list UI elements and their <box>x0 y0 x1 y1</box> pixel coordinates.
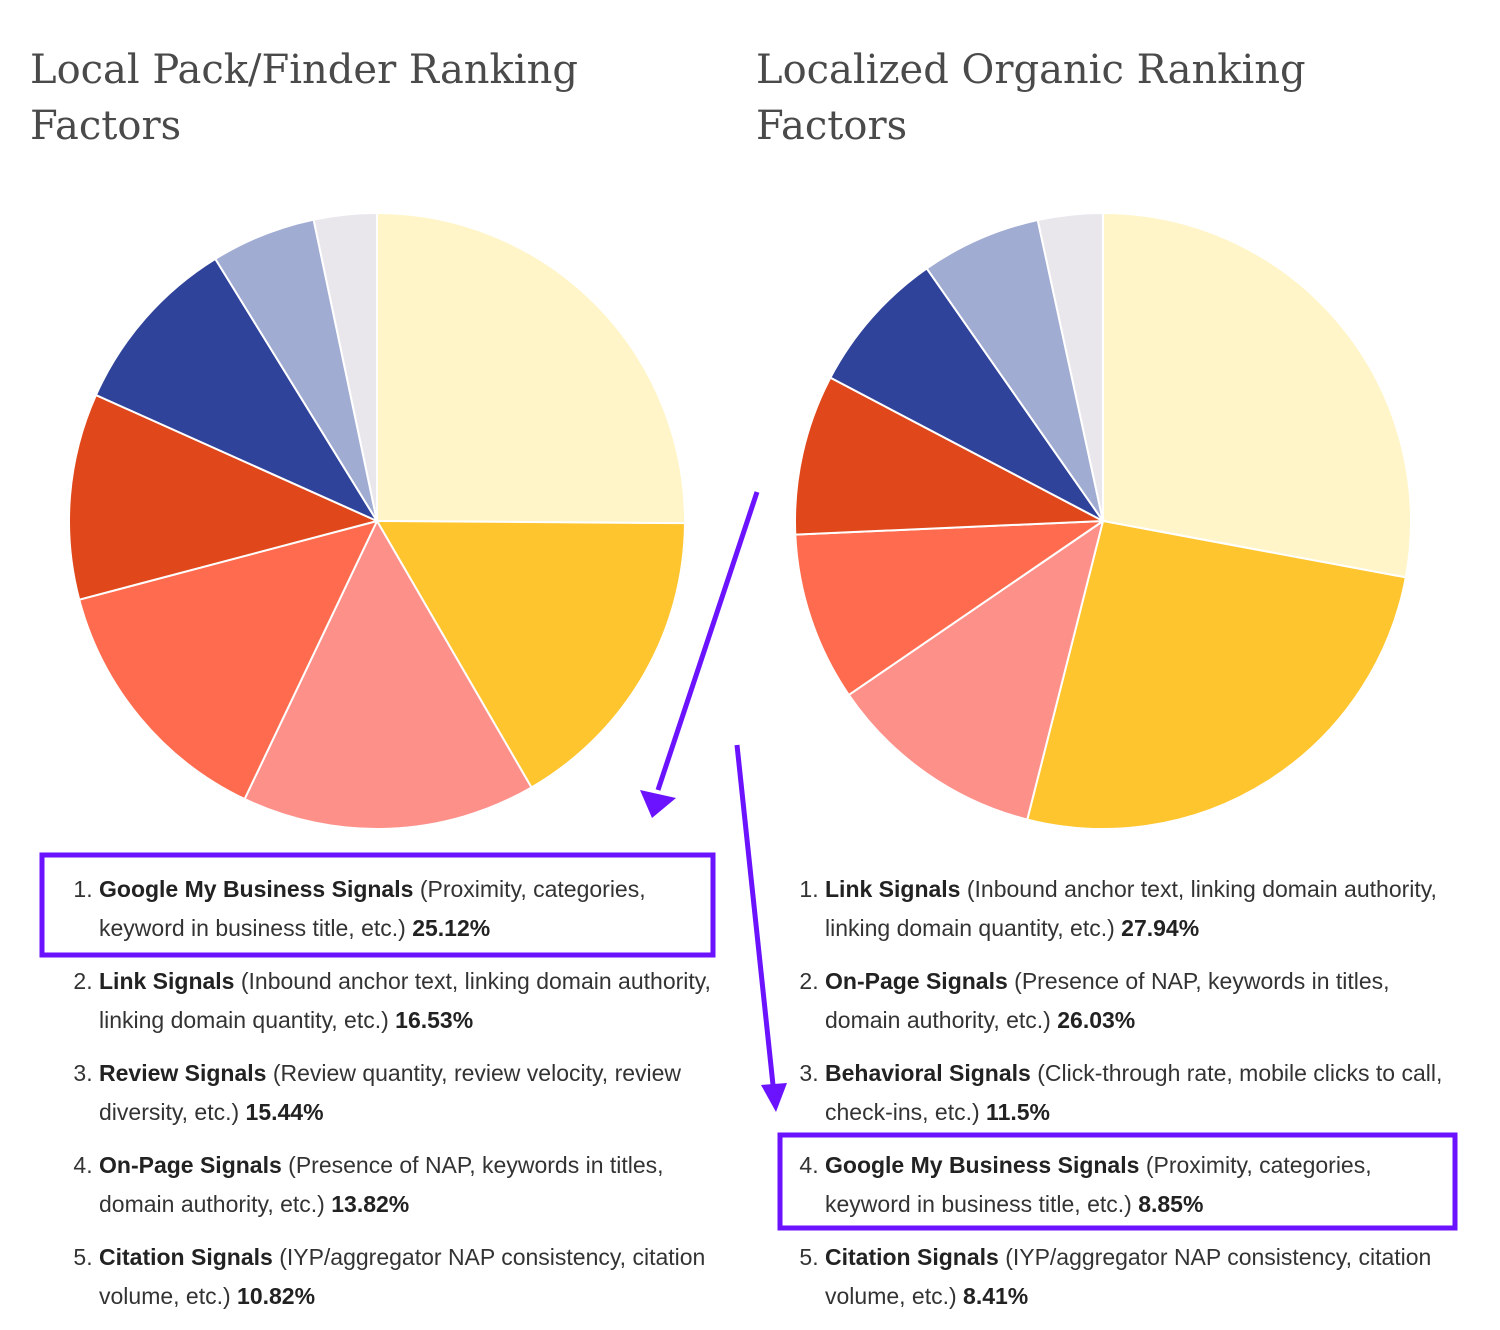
pie-slice <box>794 519 1107 697</box>
factor-item: Review Signals (Review quantity, review … <box>99 1054 721 1132</box>
arrow-head <box>640 790 676 818</box>
chart-title: Localized Organic Ranking Factors <box>756 47 1306 149</box>
factor-value: 15.44% <box>245 1099 324 1125</box>
pie-slice <box>312 211 378 522</box>
highlight-box <box>777 1132 1458 1231</box>
factor-description: (Proximity, categories, keyword in busin… <box>99 876 646 941</box>
pie-slice <box>77 519 379 801</box>
pie-slice <box>243 518 533 830</box>
pie-slice <box>94 257 380 524</box>
factor-name: On-Page Signals <box>99 1152 282 1178</box>
factor-list: Google My Business Signals (Proximity, c… <box>71 870 721 1330</box>
factor-item: Citation Signals (IYP/aggregator NAP con… <box>99 1238 721 1316</box>
factor-name: Behavioral Signals <box>825 1060 1031 1086</box>
factor-value: 8.85% <box>1138 1191 1204 1217</box>
factor-description: (IYP/aggregator NAP consistency, citatio… <box>99 1244 706 1309</box>
factor-item: Citation Signals (IYP/aggregator NAP con… <box>825 1238 1447 1316</box>
factor-name: Link Signals <box>825 876 961 902</box>
factor-item: Google My Business Signals (Proximity, c… <box>825 1146 1447 1224</box>
factor-description: (Presence of NAP, keywords in titles, do… <box>825 968 1390 1033</box>
factor-name: On-Page Signals <box>825 968 1008 994</box>
factor-value: 13.82% <box>331 1191 410 1217</box>
pie-slice <box>1102 211 1412 579</box>
factor-value: 8.41% <box>963 1283 1029 1309</box>
factor-name: Google My Business Signals <box>825 1152 1140 1178</box>
factor-description: (Click-through rate, mobile clicks to ca… <box>825 1060 1443 1125</box>
factor-value: 16.53% <box>395 1007 474 1033</box>
factor-item: Google My Business Signals (Proximity, c… <box>99 870 721 948</box>
factor-description: (Inbound anchor text, linking domain aut… <box>99 968 711 1033</box>
arrow <box>734 744 776 1086</box>
factor-value: 27.94% <box>1121 915 1200 941</box>
factor-name: Citation Signals <box>825 1244 999 1270</box>
pie-slice <box>68 393 380 601</box>
factor-description: (IYP/aggregator NAP consistency, citatio… <box>825 1244 1432 1309</box>
arrow <box>655 491 760 791</box>
highlight-box <box>39 852 716 958</box>
factor-name: Link Signals <box>99 968 235 994</box>
factor-description: (Review quantity, review velocity, revie… <box>99 1060 682 1125</box>
pie-slice <box>829 267 1104 522</box>
factor-name: Google My Business Signals <box>99 876 414 902</box>
factor-description: (Inbound anchor text, linking domain aut… <box>825 876 1437 941</box>
pie-slice <box>375 519 686 789</box>
pie-slice <box>1036 211 1104 522</box>
factor-item: On-Page Signals (Presence of NAP, keywor… <box>99 1146 721 1224</box>
factor-item: Link Signals (Inbound anchor text, linki… <box>825 870 1447 948</box>
factor-description: (Presence of NAP, keywords in titles, do… <box>99 1152 664 1217</box>
factor-name: Citation Signals <box>99 1244 273 1270</box>
factor-list: Link Signals (Inbound anchor text, linki… <box>797 870 1447 1330</box>
pie-slice <box>1026 519 1407 830</box>
factor-description: (Proximity, categories, keyword in busin… <box>825 1152 1372 1217</box>
factor-value: 25.12% <box>412 915 491 941</box>
factor-item: Behavioral Signals (Click-through rate, … <box>825 1054 1447 1132</box>
arrow-head <box>761 1083 787 1112</box>
factor-item: On-Page Signals (Presence of NAP, keywor… <box>825 962 1447 1040</box>
pie-slice <box>376 211 686 525</box>
pie-slice <box>847 518 1105 821</box>
factor-value: 26.03% <box>1057 1007 1136 1033</box>
chart-title: Local Pack/Finder Ranking Factors <box>30 47 578 149</box>
pie-slice <box>925 218 1104 522</box>
factor-value: 11.5% <box>986 1099 1050 1125</box>
factor-item: Link Signals (Inbound anchor text, linki… <box>99 962 721 1040</box>
factor-value: 10.82% <box>237 1283 316 1309</box>
factor-name: Review Signals <box>99 1060 267 1086</box>
pie-slice <box>794 376 1107 536</box>
